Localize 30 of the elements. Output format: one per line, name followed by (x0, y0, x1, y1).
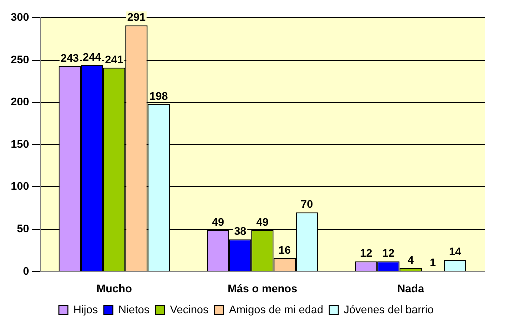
y-tick-label: 0 (23, 266, 30, 278)
data-label: 49 (256, 216, 269, 229)
data-label: 198 (150, 90, 168, 103)
y-tick-label: 300 (10, 12, 30, 24)
data-label: 16 (278, 244, 292, 257)
x-tick-label: Mucho (96, 283, 132, 296)
data-label: 38 (234, 226, 247, 238)
legend-label: Hijos (74, 304, 99, 317)
legend-label: Jóvenes del barrio (344, 304, 434, 317)
data-label: 291 (128, 12, 146, 24)
data-label: 1 (430, 257, 436, 270)
x-tick-label: Nada (397, 283, 426, 296)
legend-label: Vecinos (170, 304, 210, 317)
y-tick-label: 50 (17, 224, 30, 236)
legend-label: Nietos (118, 304, 150, 317)
data-label: 241 (105, 54, 124, 66)
data-label: 49 (212, 216, 224, 229)
data-label: 12 (360, 248, 373, 260)
y-tick-label: 150 (10, 138, 30, 151)
x-tick-label: Más o menos (228, 283, 298, 296)
data-label: 12 (382, 248, 395, 260)
y-tick-label: 200 (10, 96, 30, 109)
data-label: 244 (83, 52, 102, 64)
data-label: 70 (301, 199, 314, 212)
data-label: 14 (449, 246, 462, 258)
data-label: 4 (408, 254, 415, 267)
y-tick-label: 250 (10, 54, 30, 66)
legend-label: Amigos de mi edad (229, 304, 324, 317)
y-tick-label: 100 (10, 181, 30, 194)
data-label: 243 (60, 52, 80, 65)
